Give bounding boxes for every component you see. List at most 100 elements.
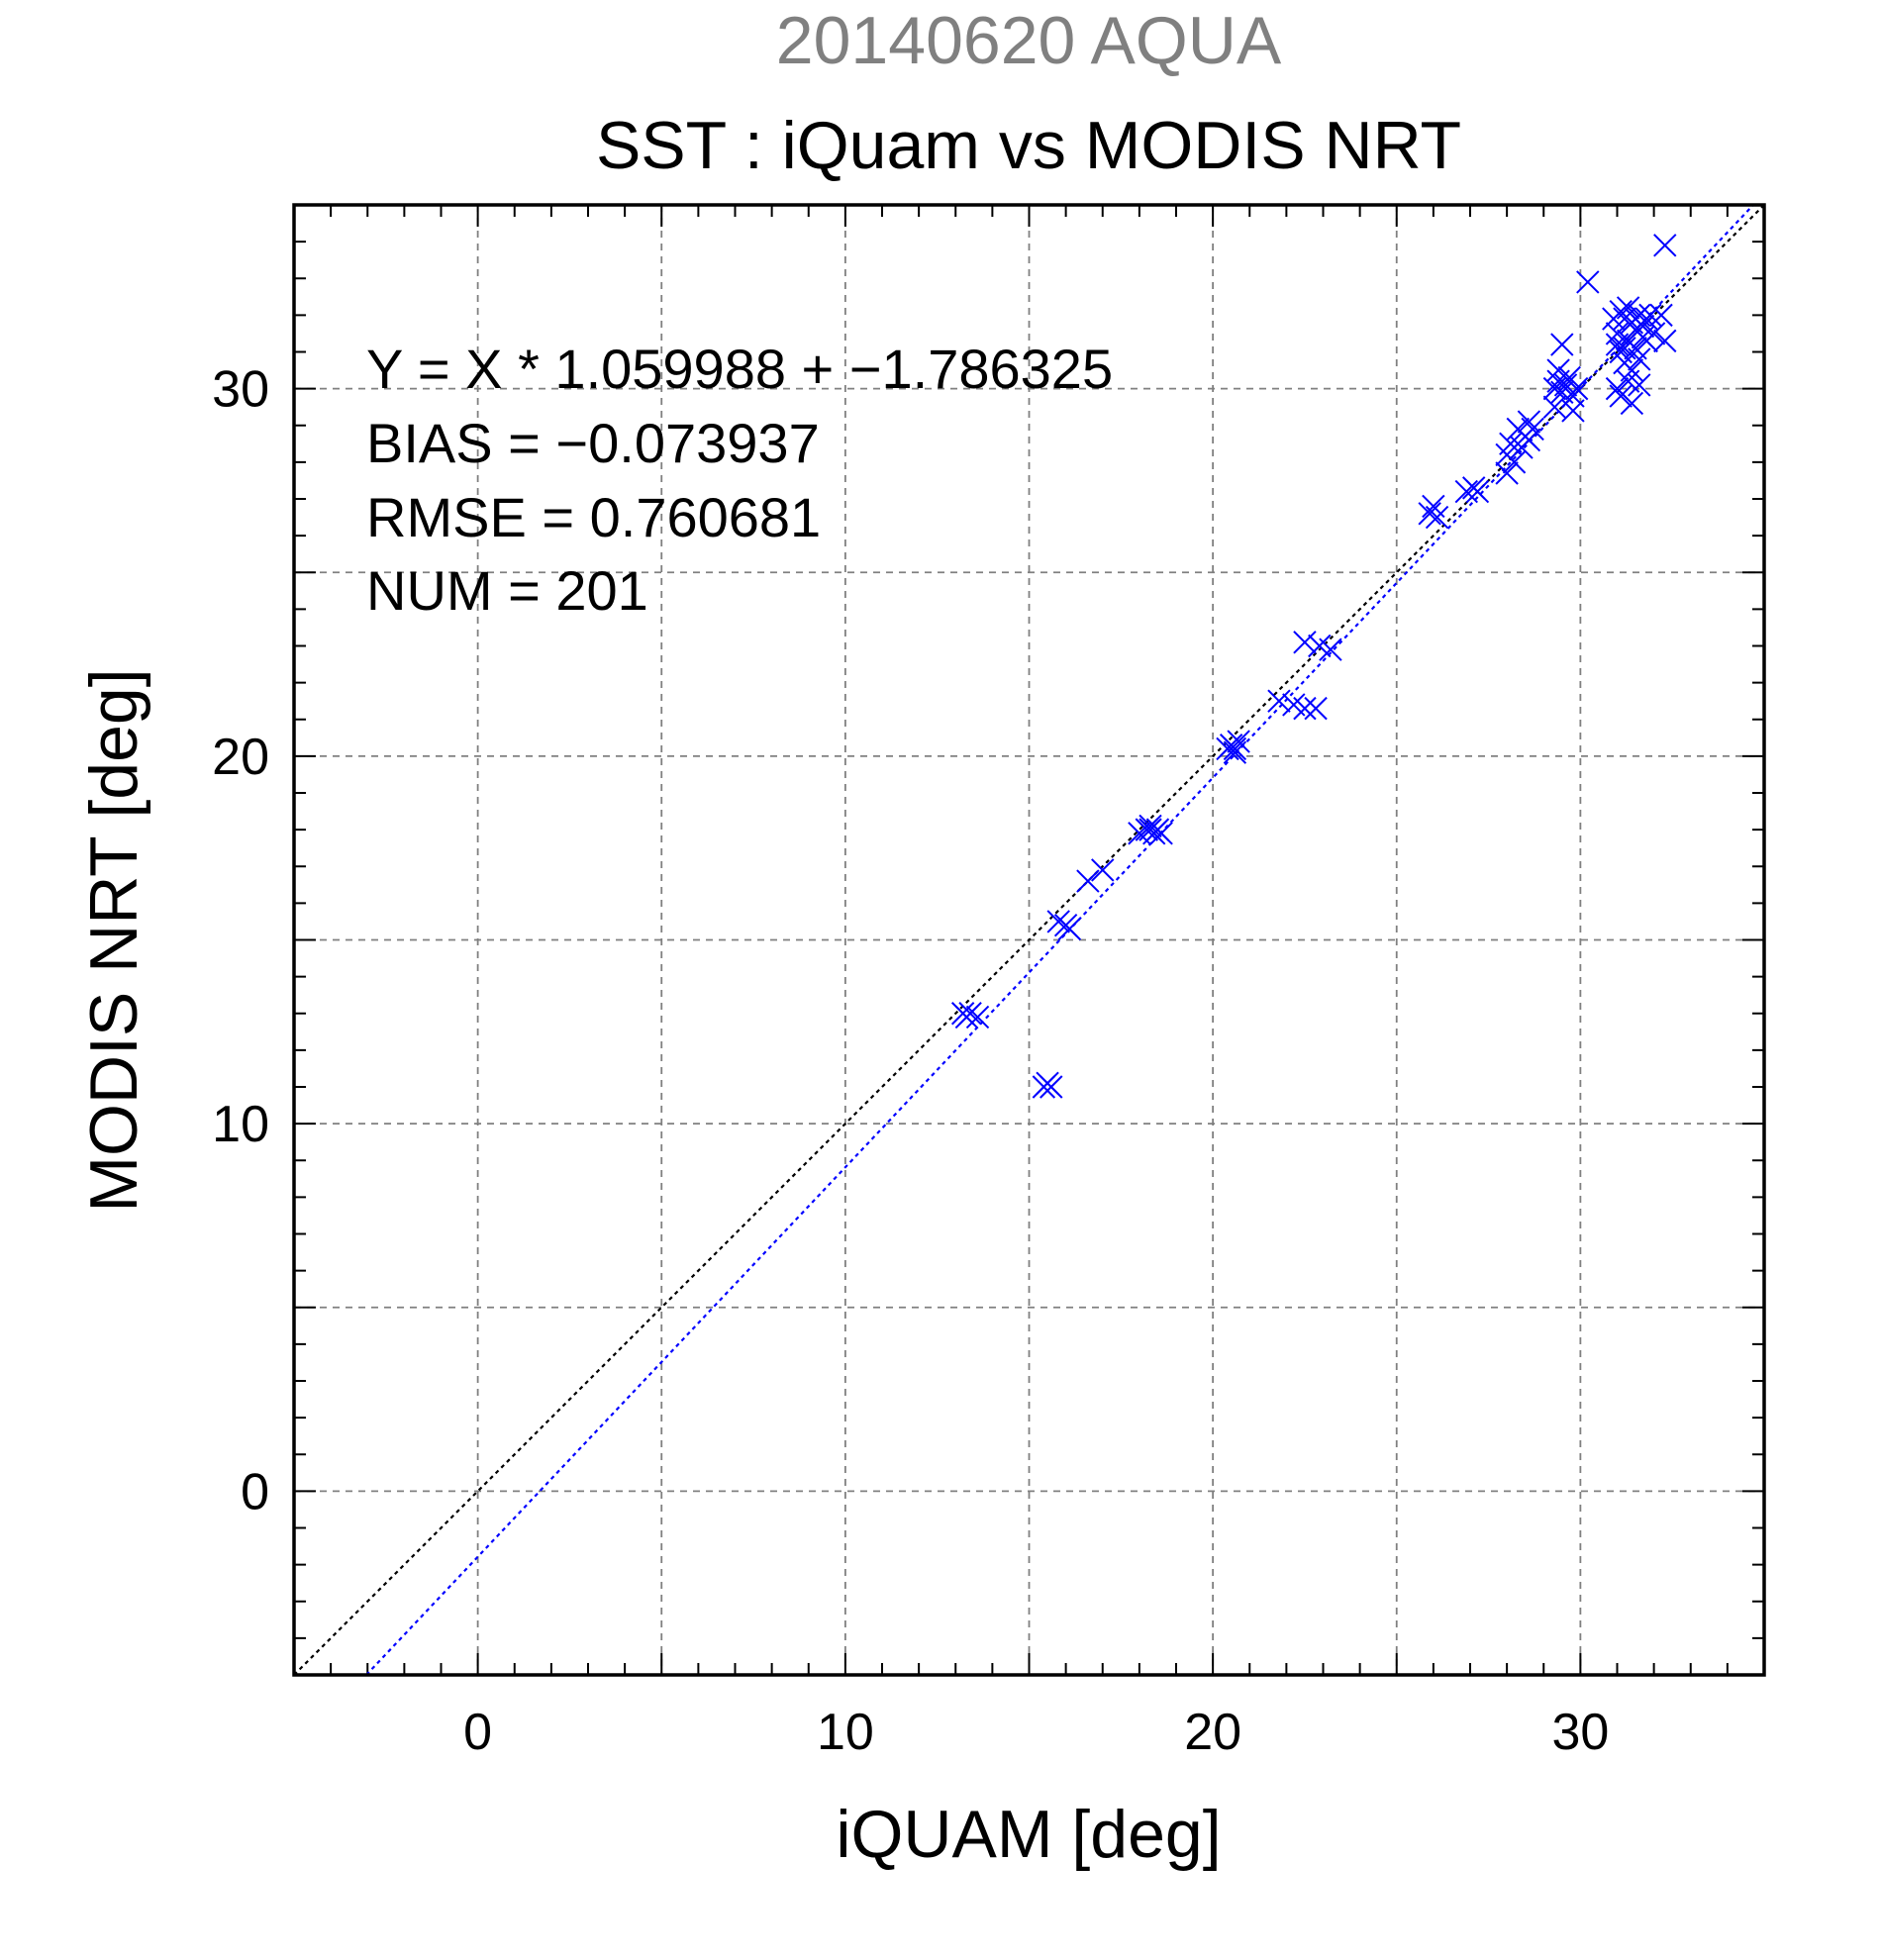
- data-point-stroke: [1613, 337, 1636, 360]
- data-point-stroke: [1293, 631, 1317, 654]
- x-axis-label: iQUAM [deg]: [836, 1797, 1221, 1872]
- data-point-stroke: [1609, 384, 1633, 408]
- data-point: [1138, 814, 1162, 838]
- chart-title: SST : iQuam vs MODIS NRT: [596, 108, 1461, 183]
- data-point-stroke: [1564, 376, 1589, 401]
- data-point-stroke: [1553, 373, 1578, 397]
- data-point-stroke: [1510, 436, 1534, 459]
- x-tick-label: 0: [463, 1704, 492, 1761]
- data-point: [1638, 303, 1662, 328]
- data-point-stroke: [1649, 303, 1673, 328]
- data-point: [1649, 303, 1673, 328]
- y-tick-label: 10: [212, 1096, 269, 1153]
- data-point: [1542, 395, 1567, 419]
- data-point-stroke: [1616, 369, 1640, 393]
- data-point-stroke: [965, 1005, 990, 1029]
- data-point: [1223, 736, 1247, 761]
- data-point-stroke: [1454, 479, 1478, 504]
- data-point-stroke: [1546, 358, 1570, 382]
- data-points: [950, 234, 1677, 1099]
- data-point-stroke: [1521, 417, 1544, 441]
- data-point-stroke: [1418, 502, 1441, 526]
- data-point-stroke: [1091, 858, 1115, 882]
- gridlines: [294, 205, 1764, 1675]
- data-point-stroke: [1557, 365, 1581, 390]
- y-tick-label: 0: [241, 1463, 269, 1520]
- data-point: [1418, 502, 1441, 526]
- data-point-stroke: [1628, 373, 1651, 397]
- data-point: [1561, 399, 1585, 423]
- data-point: [1465, 479, 1490, 504]
- stats-line-equation: Y = X * 1.059988 + −1.786325: [366, 338, 1113, 400]
- data-point: [1267, 689, 1291, 713]
- data-point: [1425, 505, 1449, 530]
- data-point: [1293, 696, 1317, 721]
- data-point: [954, 1005, 979, 1029]
- data-point: [1616, 296, 1640, 320]
- data-point: [1076, 869, 1100, 893]
- data-point-stroke: [1319, 637, 1342, 661]
- data-point: [1557, 365, 1581, 390]
- data-point: [1091, 858, 1115, 882]
- data-point-stroke: [1542, 395, 1567, 419]
- data-point-stroke: [1605, 333, 1630, 356]
- data-point-stroke: [1653, 329, 1677, 353]
- data-point-stroke: [1624, 307, 1647, 331]
- chart-supertitle: 20140620 AQUA: [776, 3, 1282, 78]
- x-tick-label: 10: [817, 1704, 874, 1761]
- data-point-stroke: [1046, 910, 1070, 933]
- data-point: [1624, 307, 1647, 331]
- data-point-stroke: [954, 1005, 979, 1029]
- data-point-stroke: [1223, 740, 1247, 764]
- data-point-stroke: [1149, 822, 1173, 845]
- data-point: [1605, 322, 1630, 345]
- data-point-stroke: [1605, 322, 1630, 345]
- data-point-stroke: [1076, 869, 1100, 893]
- data-point: [1304, 696, 1328, 721]
- data-point: [1502, 450, 1527, 474]
- data-point-stroke: [1293, 696, 1317, 721]
- data-point-stroke: [1628, 347, 1651, 371]
- one-to-one-line: [293, 204, 1765, 1676]
- data-point: [1223, 740, 1247, 764]
- data-point: [1057, 917, 1082, 941]
- data-point: [1609, 299, 1633, 324]
- data-point: [1576, 270, 1600, 294]
- data-point-stroke: [1616, 296, 1640, 320]
- data-point-stroke: [1641, 322, 1666, 345]
- data-point: [1628, 347, 1651, 371]
- data-point-stroke: [1138, 814, 1162, 838]
- data-point-stroke: [1561, 399, 1585, 423]
- data-point-stroke: [1605, 376, 1630, 401]
- y-axis-label: MODIS NRT [deg]: [76, 668, 151, 1212]
- data-point: [1550, 333, 1574, 356]
- data-point: [1653, 329, 1677, 353]
- data-point-stroke: [1550, 380, 1574, 405]
- data-point-stroke: [1036, 1071, 1059, 1095]
- data-point-stroke: [1425, 505, 1449, 530]
- data-point: [1495, 461, 1519, 485]
- x-tick-label: 30: [1551, 1704, 1609, 1761]
- data-point: [1046, 910, 1070, 933]
- y-tick-label: 20: [212, 729, 269, 786]
- data-point: [1319, 637, 1342, 661]
- data-point-stroke: [1620, 391, 1644, 416]
- data-point-stroke: [1609, 299, 1633, 324]
- y-tick-label: 30: [212, 361, 269, 419]
- data-point-stroke: [1517, 410, 1541, 434]
- data-point: [965, 1005, 990, 1029]
- data-point: [1641, 322, 1666, 345]
- data-point-stroke: [1422, 494, 1445, 519]
- data-point: [1605, 333, 1630, 356]
- data-point: [1036, 1071, 1059, 1095]
- y-tick-labels: 0 10 20 30: [212, 361, 269, 1521]
- data-point: [1613, 337, 1636, 360]
- x-tick-labels: 0 10 20 30: [463, 1704, 1609, 1761]
- data-point: [1510, 436, 1534, 459]
- data-point-stroke: [1638, 303, 1662, 328]
- data-point-stroke: [1495, 461, 1519, 485]
- data-point: [1546, 358, 1570, 382]
- data-point-stroke: [1576, 270, 1600, 294]
- data-point: [1517, 410, 1541, 434]
- stats-line-num: NUM = 201: [366, 559, 648, 622]
